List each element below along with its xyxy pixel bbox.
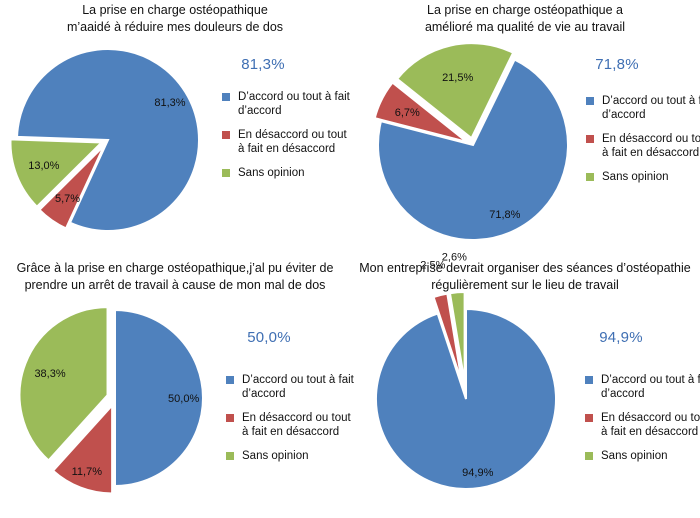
headline-value-1: 81,3% [241, 56, 285, 73]
pie-slice-no-opinion [395, 42, 515, 140]
pie-chart-3: 50,0% 11,7% 38,3% [18, 306, 204, 495]
legend-swatch-no-opinion [222, 169, 230, 177]
headline-value-3: 50,0% [247, 329, 291, 346]
data-label-no-opinion: 38,3% [34, 368, 65, 380]
chart-title-3: Grâce à la prise en charge ostéopathique… [16, 261, 334, 292]
pie-panel-1: La prise en charge ostéopathique m’aaidé… [0, 0, 350, 259]
legend-swatch-disagree [586, 135, 594, 143]
legend-label-disagree: En désaccord ou tout à fait en désaccord [601, 412, 700, 438]
pie-slice-agree [114, 308, 204, 488]
legend-swatch-no-opinion [586, 173, 594, 181]
legend-item-no-opinion: Sans opinion [222, 166, 352, 180]
pie-slice-disagree [373, 81, 468, 143]
legend-label-agree: D’accord ou tout à fait d’accord [601, 374, 700, 400]
legend-swatch-agree [586, 97, 594, 105]
legend-item-disagree: En désaccord ou tout à fait en désaccord [226, 411, 356, 439]
legend-label-disagree: En désaccord ou tout à fait en désaccord [238, 129, 347, 155]
data-label-disagree: 11,7% [72, 466, 103, 478]
legend-label-no-opinion: Sans opinion [238, 167, 305, 179]
legend-item-agree: D’accord ou tout à fait d’accord [222, 90, 352, 118]
pie-slice-agree [375, 307, 557, 490]
legend-swatch-no-opinion [226, 452, 234, 460]
legend-item-agree: D’accord ou tout à fait d’accord [586, 94, 700, 122]
legend-label-agree: D’accord ou tout à fait d’accord [242, 374, 354, 400]
legend-item-agree: D’accord ou tout à fait d’accord [226, 373, 356, 401]
legend-swatch-disagree [226, 414, 234, 422]
legend-item-no-opinion: Sans opinion [226, 449, 356, 463]
pie-panel-2: La prise en charge ostéopathique a améli… [350, 0, 700, 259]
legend-label-disagree: En désaccord ou tout à fait en désaccord [242, 412, 351, 438]
data-label-agree: 50,0% [168, 393, 199, 405]
pie-chart-1: 81,3% 5,7% 13,0% [9, 48, 200, 232]
legend-swatch-agree [585, 376, 593, 384]
pie-slice-agree [377, 58, 569, 241]
legend-swatch-disagree [222, 131, 230, 139]
data-label-no-opinion: 21,5% [442, 72, 473, 84]
pie-slice-no-opinion [9, 138, 104, 209]
pie-slice-disagree [51, 402, 114, 495]
legend-label-no-opinion: Sans opinion [601, 450, 668, 462]
legend-label-agree: D’accord ou tout à fait d’accord [238, 91, 350, 117]
pie-chart-4: 94,9% 2,5%2,6% [375, 251, 557, 490]
legend-label-disagree: En désaccord ou tout à fait en désaccord [602, 133, 700, 159]
legend-3: D’accord ou tout à fait d’accord En désa… [226, 373, 356, 473]
pie-slice-no-opinion [18, 306, 109, 462]
pie-slice-agree [16, 48, 200, 232]
pie-chart-2: 71,8% 6,7% 21,5% [373, 42, 569, 241]
legend-swatch-agree [222, 93, 230, 101]
data-label-no-opinion: 2,6% [442, 251, 467, 263]
legend-1: D’accord ou tout à fait d’accord En désa… [222, 90, 352, 190]
headline-value-4: 94,9% [599, 329, 643, 346]
pie-slice-disagree [38, 145, 105, 230]
headline-value-2: 71,8% [595, 56, 639, 73]
chart-title-1: La prise en charge ostéopathique m’aaidé… [66, 3, 284, 34]
legend-swatch-disagree [585, 414, 593, 422]
legend-label-no-opinion: Sans opinion [602, 171, 669, 183]
data-label-disagree: 2,5% [420, 260, 445, 272]
data-label-agree: 71,8% [489, 209, 520, 221]
data-label-disagree: 6,7% [395, 107, 420, 119]
chart-title-2: La prise en charge ostéopathique a améli… [424, 3, 626, 34]
legend-swatch-agree [226, 376, 234, 384]
legend-item-no-opinion: Sans opinion [586, 170, 700, 184]
legend-item-disagree: En désaccord ou tout à fait en désaccord [585, 411, 700, 439]
pie-panel-3: Grâce à la prise en charge ostéopathique… [0, 259, 354, 518]
pie-panel-4: Mon entreprise devrait organiser des séa… [350, 251, 700, 518]
legend-item-disagree: En désaccord ou tout à fait en désaccord [222, 128, 352, 156]
pie-slice-disagree [432, 292, 463, 383]
legend-item-agree: D’accord ou tout à fait d’accord [585, 373, 700, 401]
legend-2: D’accord ou tout à fait d’accord En désa… [586, 94, 700, 194]
legend-item-disagree: En désaccord ou tout à fait en désaccord [586, 132, 700, 160]
legend-swatch-no-opinion [585, 452, 593, 460]
data-label-no-opinion: 13,0% [28, 160, 59, 172]
data-label-disagree: 5,7% [55, 193, 80, 205]
data-label-agree: 94,9% [462, 467, 493, 479]
legend-label-agree: D’accord ou tout à fait d’accord [602, 95, 700, 121]
legend-label-no-opinion: Sans opinion [242, 450, 309, 462]
data-label-agree: 81,3% [154, 97, 185, 109]
pie-slice-no-opinion [448, 291, 466, 383]
legend-4: D’accord ou tout à fait d’accord En désa… [585, 373, 700, 473]
legend-item-no-opinion: Sans opinion [585, 449, 700, 463]
chart-title-4: Mon entreprise devrait organiser des séa… [359, 261, 691, 292]
